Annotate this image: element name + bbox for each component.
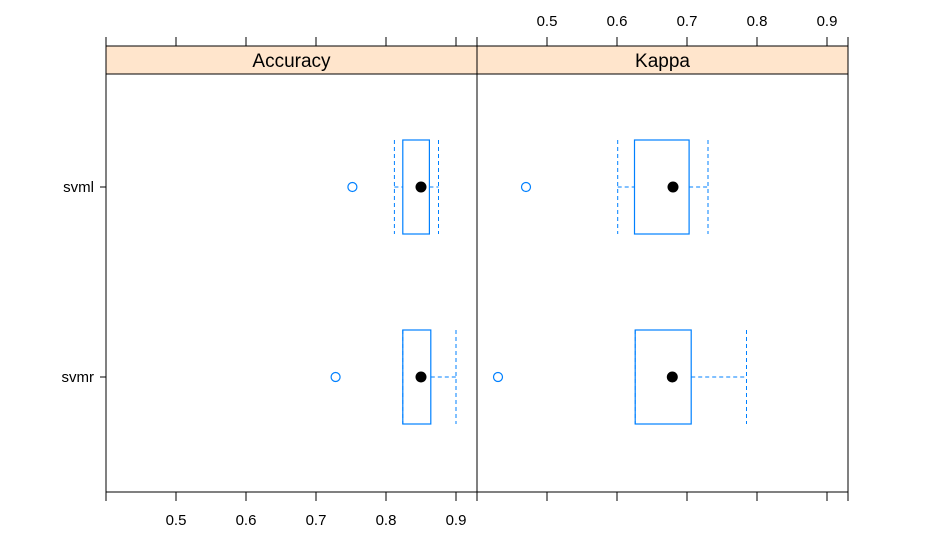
box-kappa-svml: [633, 139, 690, 235]
median-dot-kappa-svmr: [666, 371, 678, 383]
box-accuracy-svmr: [402, 329, 432, 425]
outlier-point-kappa-svml-0: [520, 181, 532, 193]
category-label-svmr: svmr: [62, 369, 95, 386]
tick-label-bottom-3: 0.8: [376, 512, 397, 529]
tick-label-top-3: 0.8: [747, 13, 768, 30]
outlier-point-accuracy-svmr-0: [330, 371, 341, 383]
tick-label-bottom-2: 0.7: [306, 512, 327, 529]
tick-label-top-2: 0.7: [677, 13, 698, 30]
strip-label-accuracy: Accuracy: [252, 51, 331, 72]
strip-label-kappa: Kappa: [635, 51, 690, 72]
category-label-svml: svml: [63, 179, 94, 196]
tick-label-bottom-0: 0.5: [166, 512, 187, 529]
tick-label-top-0: 0.5: [537, 13, 558, 30]
tick-label-top-4: 0.9: [817, 13, 838, 30]
median-dot-kappa-svml: [667, 181, 679, 193]
median-dot-accuracy-svml: [415, 181, 427, 193]
outlier-point-accuracy-svml-0: [347, 181, 358, 193]
tick-label-bottom-4: 0.9: [446, 512, 467, 529]
box-accuracy-svml: [402, 139, 430, 235]
box-kappa-svmr: [634, 329, 692, 425]
tick-label-bottom-1: 0.6: [236, 512, 257, 529]
panel-frame-accuracy: [105, 45, 478, 493]
outlier-point-kappa-svmr-0: [492, 371, 504, 383]
median-dot-accuracy-svmr: [415, 371, 427, 383]
panel-frame-kappa: [476, 45, 849, 493]
tick-label-top-1: 0.6: [607, 13, 628, 30]
strip-accuracy: [105, 45, 478, 75]
